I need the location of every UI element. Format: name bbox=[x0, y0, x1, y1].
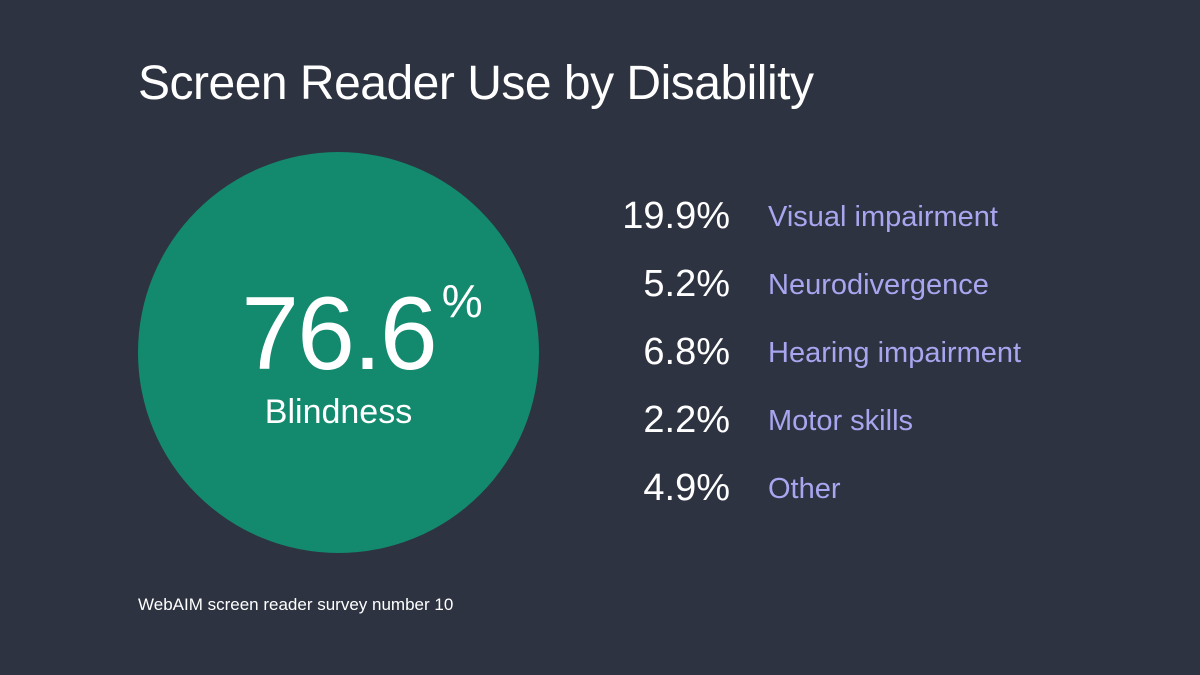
row-label: Neurodivergence bbox=[768, 269, 989, 301]
row-label: Other bbox=[768, 473, 841, 505]
hero-value: 76.6% bbox=[138, 276, 539, 388]
chart-title: Screen Reader Use by Disability bbox=[138, 57, 814, 110]
hero-number: 76.6% bbox=[241, 276, 482, 388]
breakdown-row: 5.2% Neurodivergence bbox=[590, 262, 1150, 330]
row-value: 4.9% bbox=[643, 467, 730, 509]
row-value: 6.8% bbox=[643, 331, 730, 373]
breakdown-row: 19.9% Visual impairment bbox=[590, 194, 1150, 262]
row-value: 2.2% bbox=[643, 399, 730, 441]
row-label: Motor skills bbox=[768, 405, 914, 437]
hero-percent-sign: % bbox=[441, 275, 483, 327]
breakdown-row: 4.9% Other bbox=[590, 466, 1150, 534]
hero-label: Blindness bbox=[264, 393, 413, 431]
row-label: Visual impairment bbox=[768, 201, 998, 233]
breakdown-row: 6.8% Hearing impairment bbox=[590, 330, 1150, 398]
row-label: Hearing impairment bbox=[768, 337, 1022, 369]
breakdown-row: 2.2% Motor skills bbox=[590, 398, 1150, 466]
row-value: 5.2% bbox=[643, 263, 730, 305]
breakdown-list: 19.9% Visual impairment 5.2% Neurodiverg… bbox=[590, 194, 1150, 534]
hero-number-text: 76.6 bbox=[241, 276, 437, 392]
hero-circle: 76.6% Blindness bbox=[138, 152, 539, 553]
row-value: 19.9% bbox=[622, 195, 730, 237]
source-note: WebAIM screen reader survey number 10 bbox=[138, 595, 454, 614]
